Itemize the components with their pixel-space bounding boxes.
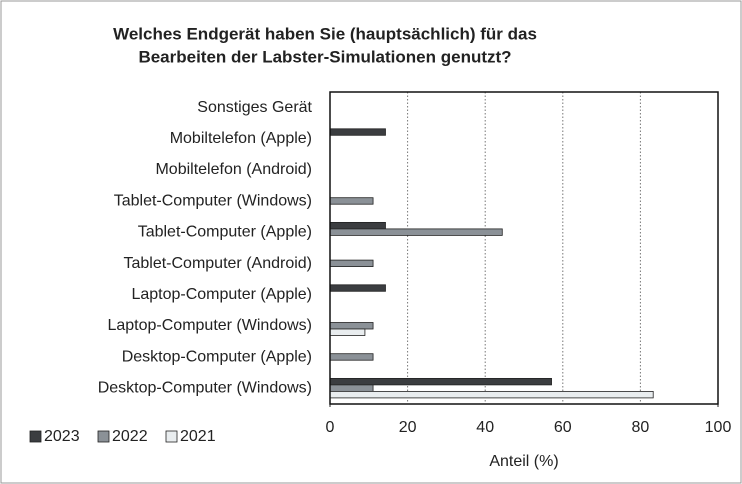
bar	[329, 259, 374, 268]
x-tick-label: 80	[632, 419, 650, 436]
legend-label: 2021	[180, 428, 216, 445]
bar	[329, 328, 366, 336]
y-tick-label: Mobiltelefon (Apple)	[170, 130, 312, 147]
y-tick-label: Mobiltelefon (Android)	[155, 161, 312, 178]
legend-label: 2022	[112, 428, 148, 445]
y-tick-label: Sonstiges Gerät	[197, 99, 312, 116]
x-axis-label: Anteil (%)	[489, 453, 558, 470]
y-tick-label: Laptop-Computer (Apple)	[131, 286, 312, 303]
y-tick-label: Tablet-Computer (Apple)	[138, 224, 312, 241]
bar	[329, 128, 386, 136]
legend-swatch	[29, 430, 42, 443]
bar	[329, 353, 374, 361]
plot-border	[329, 91, 719, 405]
bar	[329, 384, 374, 392]
x-tick-label: 100	[705, 419, 732, 436]
chart-title: Bearbeiten der Labster-Simulationen genu…	[138, 47, 511, 66]
y-tick-label: Tablet-Computer (Android)	[123, 255, 312, 272]
bar	[329, 228, 503, 236]
x-tick-label: 40	[476, 419, 494, 436]
x-tick-label: 20	[399, 419, 417, 436]
bar	[329, 221, 386, 230]
y-tick-label: Laptop-Computer (Windows)	[107, 317, 312, 334]
bar	[329, 390, 654, 399]
y-tick-label: Desktop-Computer (Windows)	[98, 380, 312, 397]
chart-title: Welches Endgerät haben Sie (hauptsächlic…	[113, 24, 537, 43]
bar	[329, 197, 374, 205]
y-tick-label: Tablet-Computer (Windows)	[114, 192, 312, 209]
x-tick-label: 60	[554, 419, 572, 436]
bar	[329, 284, 386, 292]
y-tick-label: Desktop-Computer (Apple)	[122, 348, 312, 365]
legend-label: 2023	[44, 428, 80, 445]
x-tick-label: 0	[326, 419, 335, 436]
legend-swatch	[165, 430, 178, 443]
bar	[329, 322, 374, 330]
bar	[329, 377, 552, 386]
legend-swatch	[97, 430, 110, 443]
